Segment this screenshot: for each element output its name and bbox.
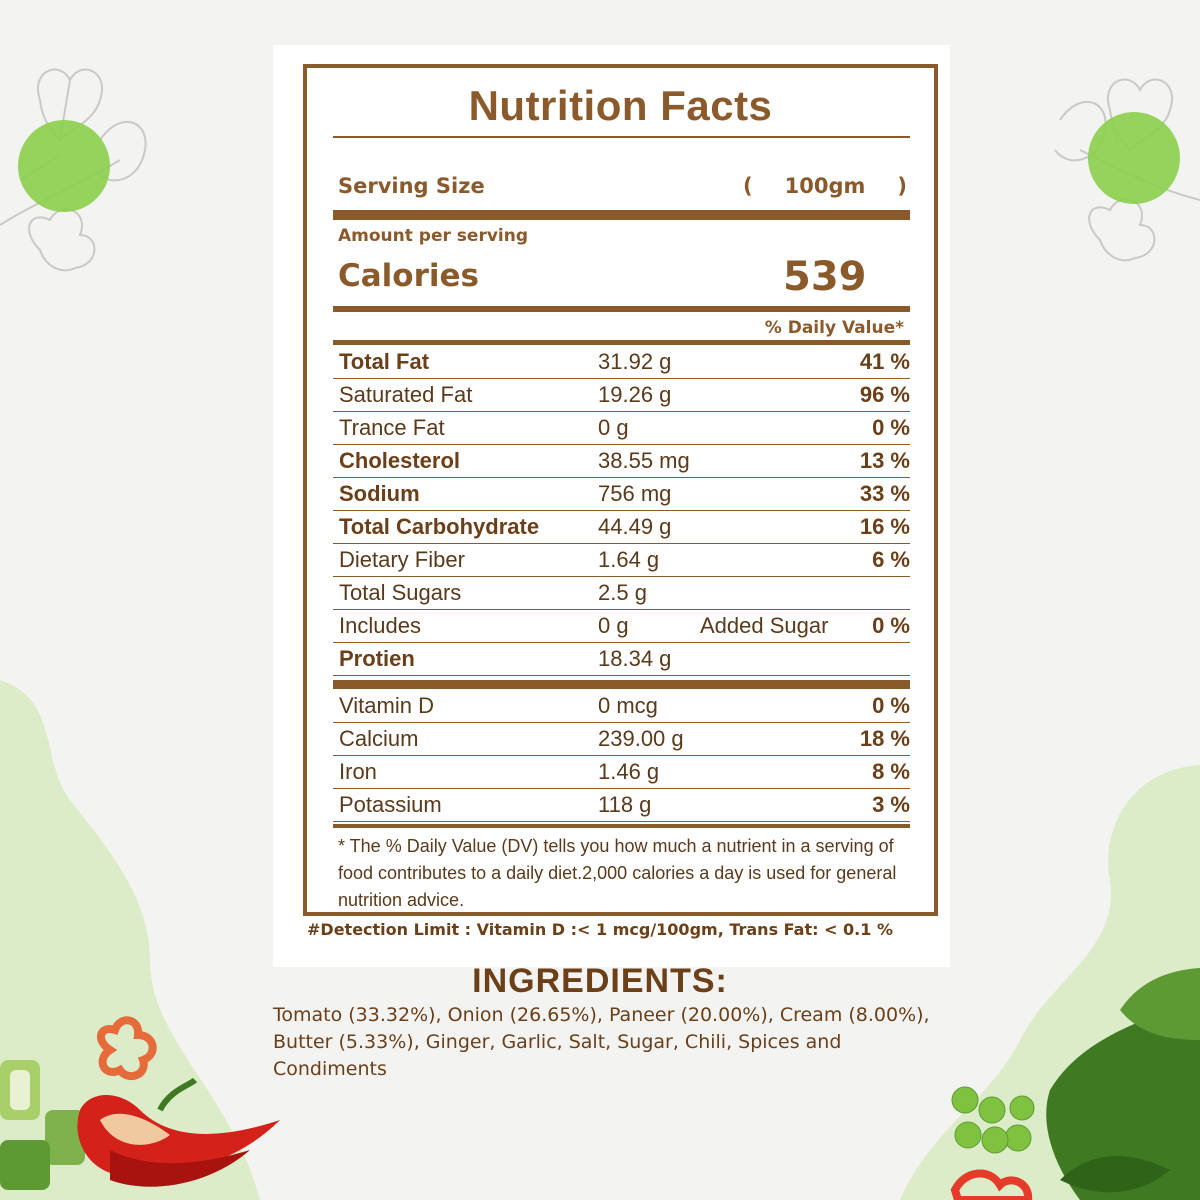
nutrient-amount: 0 g bbox=[598, 613, 629, 638]
nutrient-amount: 18.34 g bbox=[598, 646, 672, 671]
nutrient-daily-percent: 0 % bbox=[872, 693, 910, 718]
nutrient-amount: 756 mg bbox=[598, 481, 672, 506]
nutrient-name: Iron bbox=[339, 759, 377, 784]
nutrient-name: Protien bbox=[339, 646, 415, 671]
nutrient-table: Total Fat 31.92 g 41 % Saturated Fat 19.26 g… bbox=[333, 346, 910, 676]
nutrient-amount: 1.46 g bbox=[598, 759, 660, 784]
amount-per-serving-label: Amount per serving bbox=[338, 226, 529, 246]
nutrient-daily-percent: 13 % bbox=[859, 448, 910, 473]
vitamin-table: Vitamin D 0 mcg 0 % Calcium 239.00 g 18 % Iron… bbox=[333, 690, 910, 822]
nutrient-name: Calcium bbox=[339, 726, 419, 751]
nutrient-row: Protien 18.34 g bbox=[333, 643, 910, 676]
spring-onion-icon bbox=[0, 1060, 85, 1190]
nutrient-amount: 0 g bbox=[598, 415, 629, 440]
daily-value-header: % Daily Value* bbox=[764, 318, 904, 338]
serving-close-paren: ) bbox=[897, 174, 907, 198]
ingredients-title: INGREDIENTS: bbox=[472, 962, 728, 1000]
nutrient-amount: 118 g bbox=[598, 792, 652, 817]
serving-thick-divider bbox=[333, 210, 910, 220]
footnote-divider bbox=[333, 824, 910, 828]
nutrient-name: Total Sugars bbox=[339, 580, 462, 605]
nutrient-row: Sodium 756 mg 33 % bbox=[333, 478, 910, 511]
nutrient-name: Dietary Fiber bbox=[339, 547, 465, 572]
nutrient-amount: 239.00 g bbox=[598, 726, 684, 751]
green-dot-right bbox=[1088, 112, 1180, 204]
nutrient-row: Includes 0 g Added Sugar 0 % bbox=[333, 610, 910, 643]
nutrient-row: Total Sugars 2.5 g bbox=[333, 577, 910, 610]
nutrient-row: Cholesterol 38.55 mg 13 % bbox=[333, 445, 910, 478]
nutrient-amount: 44.49 g bbox=[598, 514, 672, 539]
nutrient-amount: 31.92 g bbox=[598, 349, 672, 374]
nutrient-daily-percent: 8 % bbox=[872, 759, 910, 784]
nutrient-daily-percent: 33 % bbox=[859, 481, 910, 506]
bell-pepper-slice-icon bbox=[950, 1169, 1033, 1200]
nutrient-daily-percent: 41 % bbox=[859, 349, 910, 374]
nutrition-facts-label: Nutrition Facts Serving Size ( 100gm ) A… bbox=[303, 64, 938, 916]
nutrient-extra-label: Added Sugar bbox=[700, 613, 829, 638]
nutrient-row: Trance Fat 0 g 0 % bbox=[333, 412, 910, 445]
green-dot-left bbox=[18, 120, 110, 212]
green-peas-icon bbox=[951, 1086, 1035, 1154]
nutrient-name: Trance Fat bbox=[339, 415, 445, 440]
nutrient-amount: 2.5 g bbox=[598, 580, 647, 605]
nutrient-name: Includes bbox=[339, 613, 421, 638]
calories-divider bbox=[333, 306, 910, 312]
nutrient-name: Saturated Fat bbox=[339, 382, 473, 407]
nutrient-daily-percent: 0 % bbox=[872, 415, 910, 440]
serving-open-paren: ( bbox=[743, 174, 753, 198]
nutrient-name: Sodium bbox=[339, 481, 420, 506]
nutrient-name: Cholesterol bbox=[339, 448, 461, 473]
nutrient-daily-percent: 3 % bbox=[872, 792, 910, 817]
left-green-blob bbox=[0, 680, 260, 1200]
nutrient-name: Potassium bbox=[339, 792, 442, 817]
calories-value: 539 bbox=[783, 254, 867, 300]
nutrient-row: Iron 1.46 g 8 % bbox=[333, 756, 910, 789]
serving-size-label: Serving Size bbox=[338, 174, 485, 198]
ingredients-list: Tomato (33.32%), Onion (26.65%), Paneer … bbox=[273, 1004, 930, 1080]
leafy-greens-icon bbox=[1046, 968, 1200, 1200]
title-divider bbox=[333, 136, 910, 138]
serving-amount: 100gm bbox=[784, 174, 866, 198]
detection-limit-note: #Detection Limit : Vitamin D :< 1 mcg/10… bbox=[307, 920, 893, 939]
nutrient-name: Vitamin D bbox=[339, 693, 434, 718]
nutrient-amount: 19.26 g bbox=[598, 382, 672, 407]
nutrient-amount: 1.64 g bbox=[598, 547, 660, 572]
nutrient-amount: 0 mcg bbox=[598, 693, 658, 718]
calories-label: Calories bbox=[338, 258, 479, 294]
nutrient-daily-percent: 18 % bbox=[859, 726, 910, 751]
nutrient-row: Dietary Fiber 1.64 g 6 % bbox=[333, 544, 910, 577]
serving-size-value: ( 100gm ) bbox=[743, 174, 907, 198]
daily-value-divider bbox=[333, 340, 910, 345]
nutrient-row: Total Fat 31.92 g 41 % bbox=[333, 346, 910, 379]
nutrient-amount: 38.55 mg bbox=[598, 448, 690, 473]
bell-pepper-ring-icon bbox=[97, 1016, 157, 1081]
nutrient-name: Total Carbohydrate bbox=[339, 514, 540, 539]
vitamins-thick-divider bbox=[333, 680, 910, 689]
nutrient-row: Calcium 239.00 g 18 % bbox=[333, 723, 910, 756]
daily-value-footnote: * The % Daily Value (DV) tells you how m… bbox=[338, 836, 897, 910]
nutrient-daily-percent: 0 % bbox=[872, 613, 910, 638]
nutrient-name: Total Fat bbox=[339, 349, 430, 374]
chili-pepper-icon bbox=[77, 1077, 280, 1187]
nutrient-daily-percent: 16 % bbox=[859, 514, 910, 539]
nutrient-row: Vitamin D 0 mcg 0 % bbox=[333, 690, 910, 723]
nutrient-daily-percent: 6 % bbox=[872, 547, 910, 572]
nutrition-facts-title: Nutrition Facts bbox=[468, 82, 773, 129]
nutrient-row: Total Carbohydrate 44.49 g 16 % bbox=[333, 511, 910, 544]
nutrient-row: Potassium 118 g 3 % bbox=[333, 789, 910, 822]
nutrient-daily-percent: 96 % bbox=[859, 382, 910, 407]
nutrient-row: Saturated Fat 19.26 g 96 % bbox=[333, 379, 910, 412]
